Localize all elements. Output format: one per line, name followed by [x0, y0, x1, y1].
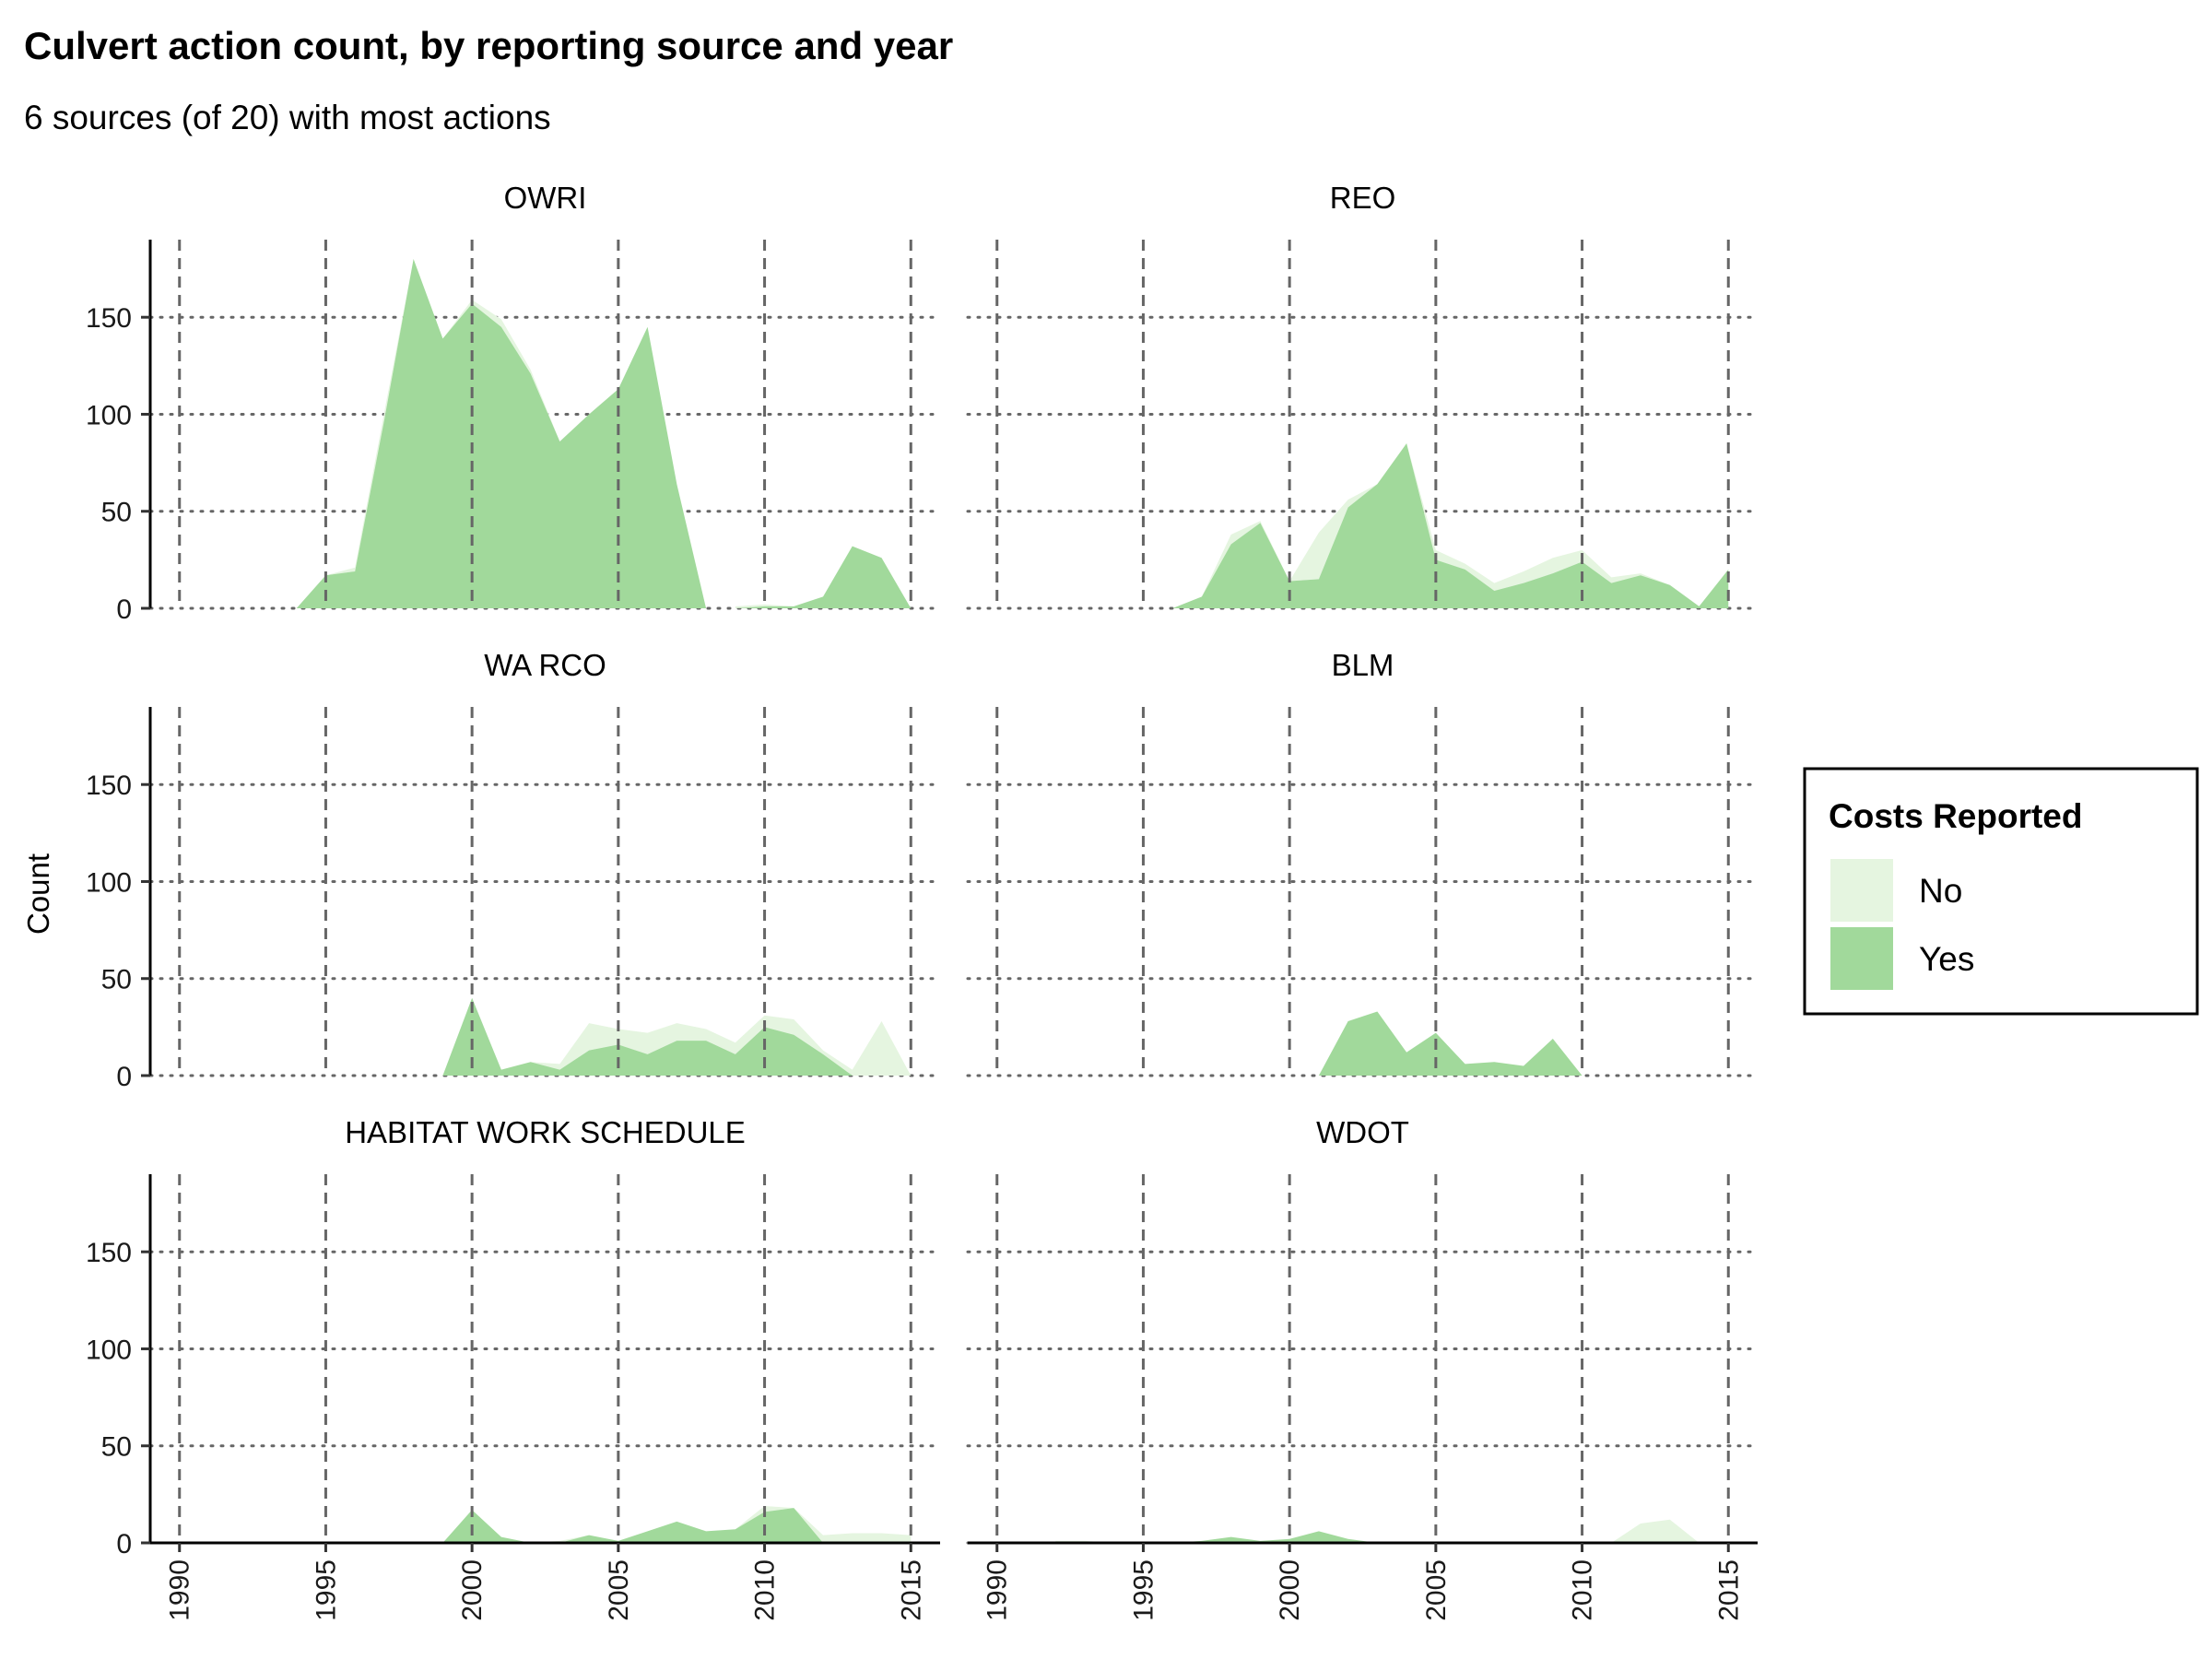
y-axis-label: Count: [21, 853, 55, 935]
area-no: [1611, 1519, 1700, 1543]
area-yes: [442, 1508, 912, 1543]
x-tick-label: 2005: [1421, 1559, 1452, 1621]
y-tick-label: 0: [116, 1529, 132, 1559]
panel-title: BLM: [1332, 648, 1394, 682]
panel-wdot: WDOT 1990 1995 2000 2005 2010 2015: [966, 1115, 1759, 1621]
legend-title: Costs Reported: [1829, 797, 2082, 835]
panel-title: WDOT: [1316, 1115, 1409, 1149]
x-tick-label: 2010: [750, 1559, 781, 1621]
panel-habitat-work-schedule: HABITAT WORK SCHEDULE 0 50 100 150 1990 1995 20…: [86, 1115, 942, 1621]
x-tick-label: 1995: [311, 1559, 341, 1621]
panel-reo: REO: [966, 181, 1759, 610]
panel-title: WA RCO: [484, 648, 606, 682]
x-tick-label: 2000: [457, 1559, 488, 1621]
y-tick-label: 150: [86, 771, 132, 801]
area-yes: [735, 546, 912, 608]
y-tick-label: 100: [86, 1335, 132, 1365]
y-tick-label: 0: [116, 1062, 132, 1092]
legend-key-no: [1830, 859, 1893, 922]
area-no: [1172, 443, 1729, 608]
area-yes: [442, 997, 912, 1076]
chart-subtitle: 6 sources (of 20) with most actions: [24, 99, 551, 136]
panel-title: REO: [1330, 181, 1396, 215]
x-tick-label: 1990: [982, 1559, 1013, 1621]
legend: Costs Reported No Yes: [1803, 767, 2199, 1016]
y-tick-label: 100: [86, 400, 132, 430]
area-yes: [1172, 443, 1729, 608]
area-yes: [1055, 1531, 1407, 1543]
panel-blm: BLM: [966, 648, 1759, 1077]
legend-label-no: No: [1919, 872, 1962, 910]
x-tick-label: 2010: [1568, 1559, 1598, 1621]
legend-key-yes: [1830, 927, 1893, 990]
x-tick-label: 2000: [1275, 1559, 1305, 1621]
y-tick-label: 150: [86, 1238, 132, 1268]
y-tick-label: 50: [101, 1432, 132, 1463]
legend-label-yes: Yes: [1919, 940, 1974, 978]
x-tick-label: 1990: [165, 1559, 195, 1621]
y-tick-label: 50: [101, 498, 132, 528]
panel-wa-rco: WA RCO 0 50 100 150: [86, 648, 942, 1092]
x-tick-label: 2015: [896, 1559, 926, 1621]
x-tick-label: 2005: [604, 1559, 634, 1621]
facet-panels: OWRI 0 50 100 150 REO WA RCO 0 50 100 150 BLM HABITA…: [86, 181, 1759, 1621]
area-no: [442, 997, 912, 1076]
y-tick-label: 50: [101, 965, 132, 995]
chart-title: Culvert action count, by reporting sourc…: [24, 24, 953, 67]
x-tick-label: 2015: [1713, 1559, 1744, 1621]
y-tick-label: 150: [86, 303, 132, 334]
x-tick-label: 1995: [1128, 1559, 1159, 1621]
panel-title: OWRI: [504, 181, 587, 215]
area-yes: [296, 259, 707, 608]
y-tick-label: 0: [116, 594, 132, 625]
area-yes: [1318, 1011, 1583, 1076]
panel-owri: OWRI 0 50 100 150: [86, 181, 942, 625]
panel-title: HABITAT WORK SCHEDULE: [345, 1115, 746, 1149]
area-no: [296, 259, 707, 608]
area-no: [442, 1506, 912, 1543]
y-tick-label: 100: [86, 867, 132, 898]
